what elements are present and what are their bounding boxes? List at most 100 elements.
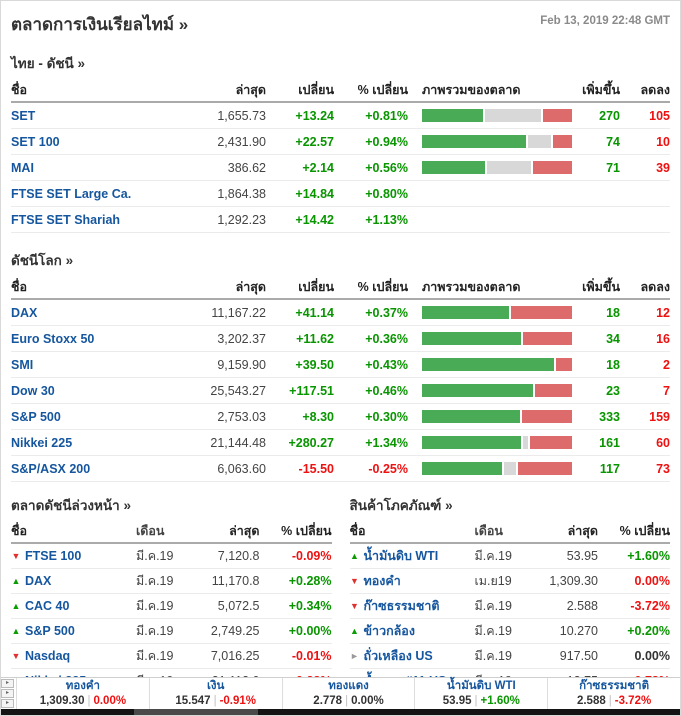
last-value: 7,120.8 [217,549,260,563]
advancers-count: 71 [606,160,620,175]
change-value: +13.24 [295,108,334,123]
ticker-pct: -0.91% [219,695,256,707]
page-title-link[interactable]: ตลาดการเงินเรียลไทม์ » [11,15,189,34]
last-value: 2,753.03 [217,409,266,424]
last-value: 5,072.5 [217,599,260,613]
commodities-heading-link[interactable]: สินค้าโภคภัณฑ์ » [349,498,453,513]
ticker-expand-button[interactable]: ▸ [1,689,14,698]
pct-change-value: +0.00% [288,624,332,638]
commodity-link[interactable]: ▼ ก๊าซธรรมชาติ [350,599,440,613]
last-value: 11,170.8 [211,574,260,588]
advancers-count: 117 [599,461,620,476]
last-value: 917.50 [559,649,598,663]
decliners-count: 60 [656,435,670,450]
index-link[interactable]: SET 100 [11,134,60,149]
future-link[interactable]: ▲ S&P 500 [11,624,75,638]
commodity-link[interactable]: ▼ ทองคำ [350,574,401,588]
table-row: DAX 11,167.22 +41.14 +0.37% 18 12 [11,300,670,326]
up-arrow-icon: ▲ [350,626,359,636]
pct-change-value: +0.34% [288,599,332,613]
future-link[interactable]: ▼ FTSE 100 [11,549,82,563]
col-last: ล่าสุด [567,523,598,538]
last-value: 1,309.30 [549,574,598,588]
horizontal-scrollbar[interactable] [1,709,680,715]
index-link[interactable]: S&P/ASX 200 [11,461,91,476]
ticker-expand-button[interactable]: ▸ [1,679,14,688]
index-link[interactable]: SET [11,108,36,123]
table-row: ▼ FTSE 100 มี.ค.19 7,120.8 -0.09% [11,544,332,569]
index-link[interactable]: Euro Stoxx 50 [11,331,95,346]
market-overview-bar [422,161,572,174]
pct-change-value: +0.36% [365,331,408,346]
change-value: +14.84 [295,186,334,201]
market-overview-bar [422,462,572,475]
index-link[interactable]: S&P 500 [11,409,61,424]
commodity-link[interactable]: ► ถั่วเหลือง US [350,649,433,663]
table-row: S&P 500 2,753.03 +8.30 +0.30% 333 159 [11,404,670,430]
table-row: FTSE SET Shariah 1,292.23 +14.42 +1.13% [11,207,670,233]
index-link[interactable]: MAI [11,160,34,175]
ticker-item-natural-gas[interactable]: ก๊าซธรรมชาติ 2.588 | -3.72% [548,678,680,709]
col-decliners: ลดลง [640,82,670,97]
ticker-value: 15.547 [175,695,211,707]
futures-heading-link[interactable]: ตลาดดัชนีล่วงหน้า » [11,498,131,513]
index-link[interactable]: FTSE SET Shariah [11,212,121,227]
change-value: +280.27 [288,435,334,450]
table-header-row: ชื่อ เดือน ล่าสุด % เปลี่ยน [349,519,670,544]
commodity-link[interactable]: ▲ น้ำมันดิบ WTI [350,549,439,563]
change-value: +22.57 [295,134,334,149]
index-link[interactable]: DAX [11,305,38,320]
last-value: 7,016.25 [210,649,260,663]
change-value: +39.50 [295,357,334,372]
contract-month: มี.ค.19 [136,624,174,638]
scrollbar-thumb[interactable] [134,709,258,715]
pct-change-value: +0.37% [365,305,408,320]
market-overview-bar [422,109,572,122]
table-header-row: ชื่อ ล่าสุด เปลี่ยน % เปลี่ยน ภาพรวมของต… [11,275,670,300]
col-advancers: เพิ่มขึ้น [582,279,620,294]
future-link[interactable]: ▲ CAC 40 [11,599,70,613]
market-overview-bar [422,410,572,423]
thai-indices-heading-link[interactable]: ไทย - ดัชนี » [11,56,86,71]
table-header-row: ชื่อ ล่าสุด เปลี่ยน % เปลี่ยน ภาพรวมของต… [11,78,670,103]
col-name: ชื่อ [349,523,366,538]
index-link[interactable]: Dow 30 [11,383,55,398]
table-row: FTSE SET Large Ca. 1,864.38 +14.84 +0.80… [11,181,670,207]
market-overview-bar [422,436,572,449]
ticker-item-silver[interactable]: เงิน 15.547 | -0.91% [150,678,283,709]
change-value: +14.42 [295,212,334,227]
ticker-item-copper[interactable]: ทองแดง 2.778 | 0.00% [283,678,416,709]
pct-change-value: +1.13% [365,212,408,227]
last-value: 1,292.23 [217,212,266,227]
table-row: ▲ ข้าวกล้อง มี.ค.19 10.270 +0.20% [349,619,670,644]
market-overview-bar [422,332,572,345]
table-row: ▲ DAX มี.ค.19 11,170.8 +0.28% [11,569,332,594]
world-indices-heading-link[interactable]: ดัชนีโลก » [11,253,74,268]
decliners-count: 10 [656,134,670,149]
col-last: ล่าสุด [235,82,266,97]
ticker-item-gold[interactable]: ทองคำ 1,309.30 | 0.00% [17,678,150,709]
separator: | [474,695,478,707]
advancers-count: 161 [599,435,620,450]
contract-month: มี.ค.19 [136,649,174,663]
table-row: Nikkei 225 21,144.48 +280.27 +1.34% 161 … [11,430,670,456]
index-link[interactable]: FTSE SET Large Ca. [11,186,132,201]
future-link[interactable]: ▼ Nasdaq [11,649,71,663]
last-value: 2,431.90 [217,134,266,149]
col-change: เปลี่ยน [298,82,334,97]
ticker-expand-button[interactable]: ▸ [1,699,14,708]
ticker-item-wti-oil[interactable]: น้ำมันดิบ WTI 53.95 | +1.60% [415,678,549,709]
future-link[interactable]: ▲ DAX [11,574,52,588]
col-name: ชื่อ [11,279,27,294]
commodity-link[interactable]: ▲ ข้าวกล้อง [350,624,415,638]
index-link[interactable]: SMI [11,357,34,372]
index-link[interactable]: Nikkei 225 [11,435,73,450]
contract-month: มี.ค.19 [474,624,512,638]
ticker-pct: 0.00% [351,695,384,707]
contract-month: มี.ค.19 [474,649,512,663]
col-last: ล่าสุด [229,523,260,538]
change-value: -15.50 [298,461,334,476]
ticker-controls: ▸ ▸ ▸ [1,678,17,709]
separator: | [608,695,612,707]
down-arrow-icon: ▼ [350,576,359,586]
